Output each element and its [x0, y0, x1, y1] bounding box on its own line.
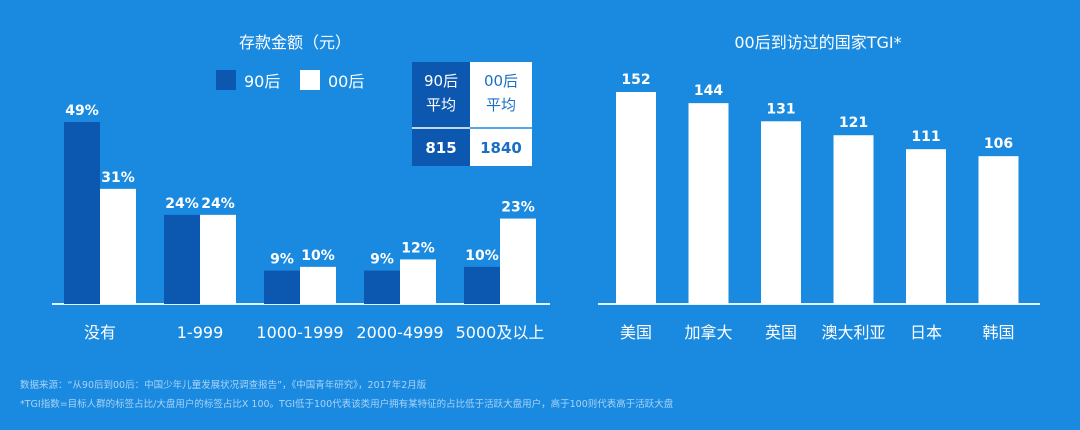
bar-label-90-0: 49%	[65, 103, 99, 119]
left-chart-bars: 49% 31% 没有 24% 24% 1-999 9% 10% 1000-1999 9% 12% 20…	[64, 103, 544, 342]
left-category-label-3: 2000-4999	[356, 323, 443, 342]
average-header-90-line2: 平均	[426, 96, 456, 114]
bar-00-3	[400, 259, 436, 304]
average-header-90-line1: 90后	[424, 72, 458, 90]
bar-90-0	[64, 122, 100, 304]
tgi-bar-label-5: 106	[984, 136, 1013, 152]
right-chart-bars: 152 美国 144 加拿大 131 英国 121 澳大利亚 111 日本 106 韩国	[616, 72, 1019, 342]
bar-90-4	[464, 266, 500, 304]
footnote-tgi: *TGI指数=目标人群的标签占比/大盘用户的标签占比X 100。TGI低于100…	[20, 399, 674, 410]
average-value-90: 815	[425, 139, 456, 157]
legend-label-90: 90后	[244, 72, 280, 91]
bar-label-00-0: 31%	[101, 170, 135, 186]
bar-label-90-4: 10%	[465, 248, 499, 264]
bar-00-1	[200, 214, 236, 304]
tgi-bar-5	[978, 156, 1019, 304]
tgi-bar-label-2: 131	[766, 101, 795, 117]
bar-label-00-1: 24%	[201, 196, 235, 212]
right-chart-title: 00后到访过的国家TGI*	[734, 33, 901, 52]
bar-00-4	[500, 218, 536, 304]
right-category-label-3: 澳大利亚	[821, 323, 885, 342]
average-value-00: 1840	[480, 139, 522, 157]
bar-00-0	[100, 188, 136, 304]
average-header-00-line1: 00后	[484, 72, 518, 90]
legend-swatch-90	[216, 70, 236, 90]
right-category-label-0: 美国	[620, 323, 652, 342]
bar-label-00-4: 23%	[501, 200, 535, 216]
tgi-bar-2	[761, 121, 801, 304]
right-category-label-1: 加拿大	[684, 323, 732, 342]
average-table-90-cell	[412, 62, 470, 166]
left-category-label-1: 1-999	[177, 323, 224, 342]
average-header-00-line2: 平均	[486, 96, 516, 114]
bar-90-1	[164, 214, 200, 304]
average-table-00-cell	[470, 62, 532, 166]
right-category-label-2: 英国	[765, 323, 797, 342]
bar-label-00-2: 10%	[301, 248, 335, 264]
bar-label-90-3: 9%	[370, 252, 394, 268]
bar-label-90-1: 24%	[165, 196, 199, 212]
left-chart-title: 存款金额（元）	[239, 33, 351, 52]
left-category-label-0: 没有	[84, 323, 116, 342]
tgi-bar-3	[833, 135, 874, 304]
tgi-bar-label-0: 152	[621, 72, 650, 88]
bar-label-00-3: 12%	[401, 240, 435, 256]
tgi-bar-label-3: 121	[839, 115, 868, 131]
right-category-label-5: 韩国	[982, 323, 1014, 342]
tgi-bar-label-1: 144	[694, 83, 723, 99]
average-table: 90后 平均 00后 平均 815 1840	[412, 62, 532, 166]
tgi-bar-label-4: 111	[911, 129, 940, 145]
bar-90-3	[364, 270, 400, 304]
footnote-source: 数据来源：“从90后到00后：中国少年儿童发展状况调查报告”，《中国青年研究》，…	[20, 380, 427, 391]
bar-label-90-2: 9%	[270, 252, 294, 268]
legend-swatch-00	[300, 70, 320, 90]
tgi-bar-1	[688, 103, 729, 304]
tgi-bar-0	[616, 92, 656, 304]
legend-label-00: 00后	[328, 72, 364, 91]
left-category-label-2: 1000-1999	[256, 323, 343, 342]
left-category-label-4: 5000及以上	[456, 323, 545, 342]
right-category-label-4: 日本	[910, 323, 942, 342]
bar-90-2	[264, 270, 300, 304]
bar-00-2	[300, 266, 336, 304]
tgi-bar-4	[906, 149, 946, 304]
